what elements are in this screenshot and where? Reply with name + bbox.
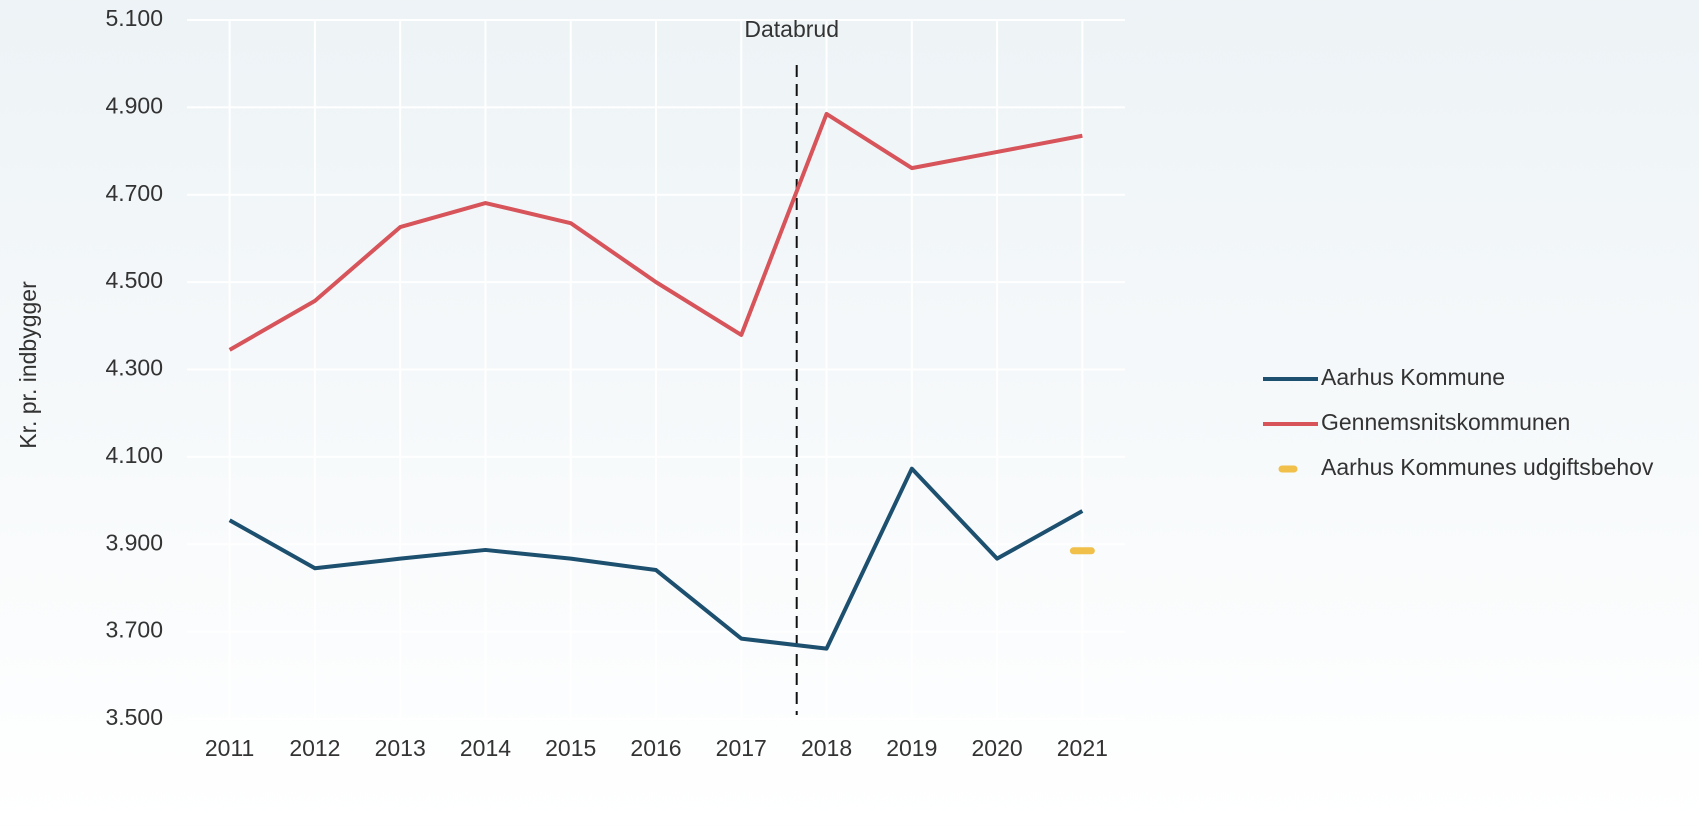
legend-label: Aarhus Kommunes udgiftsbehov: [1321, 454, 1654, 480]
x-tick-label: 2020: [972, 735, 1023, 761]
x-tick-label: 2014: [460, 735, 511, 761]
y-tick-label: 4.900: [105, 92, 163, 118]
y-tick-label: 3.500: [105, 704, 163, 730]
annotation: Databrud: [744, 16, 839, 42]
series-line: [228, 466, 1084, 651]
y-axis-label: Kr. pr. indbygger: [15, 281, 41, 449]
legend-label: Aarhus Kommune: [1321, 364, 1505, 390]
y-tick-label: 3.700: [105, 617, 163, 643]
y-tick-label: 3.900: [105, 529, 163, 555]
y-tick-label: 4.100: [105, 442, 163, 468]
x-tick-label: 2017: [716, 735, 767, 761]
x-tick-label: 2013: [375, 735, 426, 761]
x-tick-label: 2019: [886, 735, 937, 761]
x-tick-label: 2016: [630, 735, 681, 761]
y-tick-label: 5.100: [105, 5, 163, 31]
y-tick-label: 4.300: [105, 355, 163, 381]
y-tick-label: 4.500: [105, 267, 163, 293]
x-tick-label: 2012: [289, 735, 340, 761]
x-tick-label: 2015: [545, 735, 596, 761]
series-line: [228, 111, 1083, 352]
y-tick-label: 4.700: [105, 180, 163, 206]
x-tick-label: 2021: [1057, 735, 1108, 761]
legend-label: Gennemsnitskommunen: [1321, 409, 1570, 435]
x-tick-label: 2018: [801, 735, 852, 761]
x-tick-label: 2011: [205, 735, 254, 761]
